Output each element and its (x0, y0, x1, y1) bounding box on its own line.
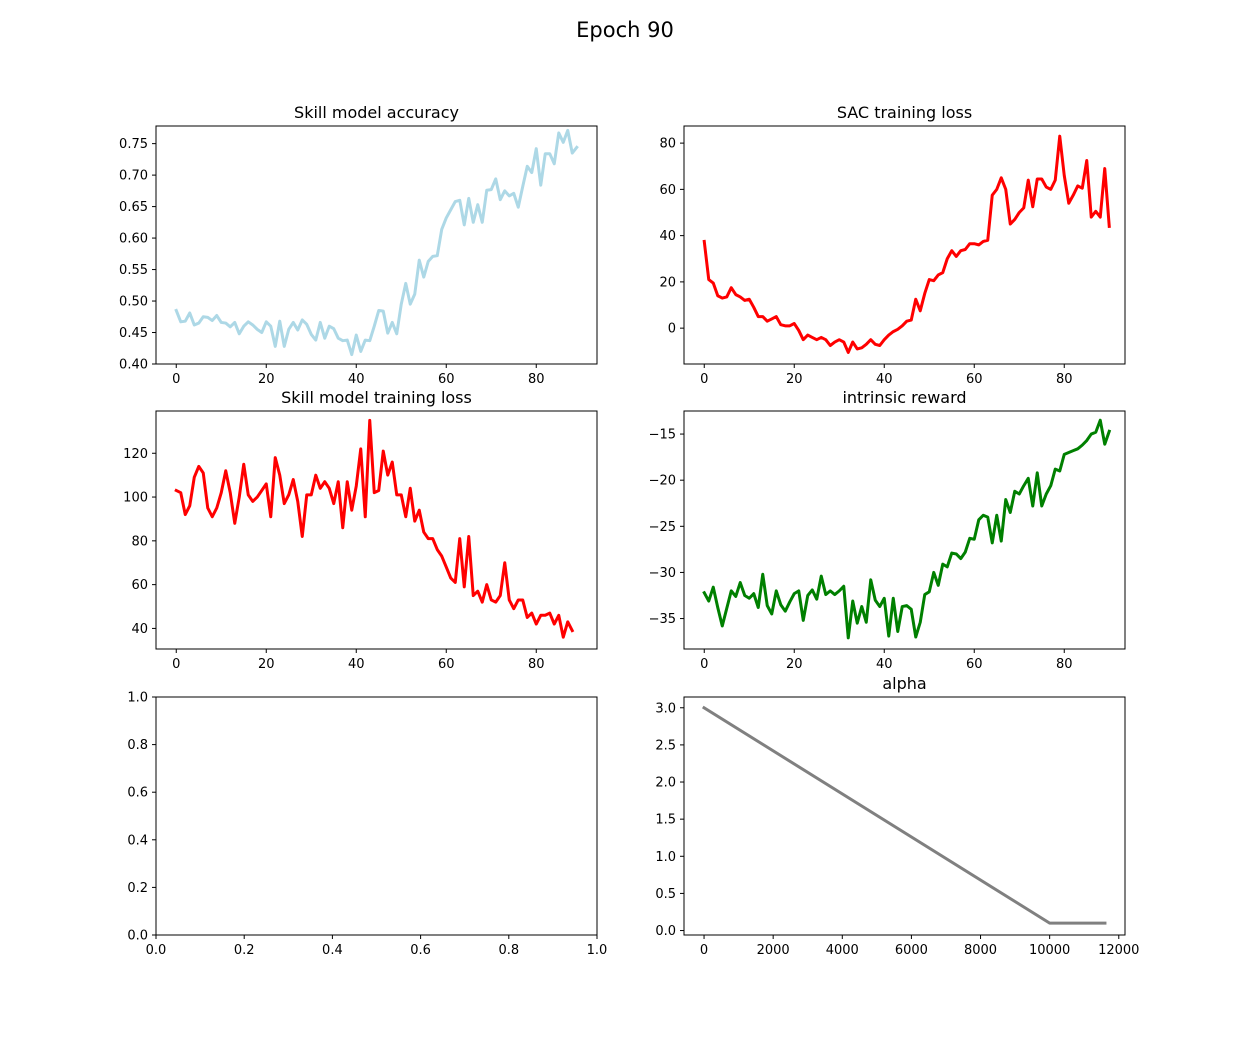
skill-accuracy-series-line (174, 128, 579, 357)
empty-x-tick-label: 0.6 (410, 943, 431, 958)
alpha-x-tick-label: 6000 (895, 943, 928, 958)
subplot-sac-loss: 0 20 40 60 80 0 20 40 60 80 SAC training loss (659, 103, 1126, 387)
intrinsic-reward-x-tick-label: 60 (966, 657, 983, 672)
intrinsic-reward-y-tick-label: −35 (649, 612, 676, 627)
skill-training-loss-y-tick-label: 80 (131, 534, 148, 549)
sac-loss-x-tick-label: 0 (700, 372, 708, 387)
alpha-title: alpha (882, 674, 926, 693)
sac-loss-x-tick-label: 80 (1056, 372, 1073, 387)
intrinsic-reward-axes-frame (683, 410, 1126, 650)
empty-y-tick-label: 0.8 (127, 738, 148, 753)
alpha-x-tick-label: 10000 (1029, 943, 1070, 958)
intrinsic-reward-x-tick-label: 80 (1056, 657, 1073, 672)
intrinsic-reward-x-tick-label: 0 (700, 657, 708, 672)
subplot-skill-training-loss: 0 20 40 60 80 40 60 80 100 120 Skill model trainin… (123, 388, 598, 672)
skill-accuracy-x-tick-label: 20 (258, 372, 275, 387)
skill-training-loss-y-tick-label: 40 (131, 622, 148, 637)
empty-y-tick-label: 0.4 (127, 833, 148, 848)
skill-training-loss-x-tick-label: 0 (172, 657, 180, 672)
empty-x-tick-label: 0.2 (234, 943, 255, 958)
skill-training-loss-axes-frame (155, 410, 598, 650)
empty-axes-frame (155, 696, 598, 936)
sac-loss-x-tick-label: 60 (966, 372, 983, 387)
intrinsic-reward-x-tick-label: 40 (876, 657, 893, 672)
alpha-axes-frame (683, 696, 1126, 936)
intrinsic-reward-series-line (702, 418, 1112, 640)
subplot-alpha: 0 2000 4000 6000 8000 10000 12000 0.0 0.5 1.0 1.5 2… (655, 674, 1139, 958)
skill-accuracy-y-tick-label: 0.70 (119, 169, 148, 184)
subplot-empty: 0.0 0.2 0.4 0.6 0.8 1.0 0.0 0.2 0.4 0.6 0.8 1.0 (127, 691, 607, 959)
intrinsic-reward-y-tick-label: −20 (649, 474, 676, 489)
alpha-x-tick-label: 0 (700, 943, 708, 958)
sac-loss-x-tick-label: 20 (786, 372, 803, 387)
skill-accuracy-x-tick-label: 80 (528, 372, 545, 387)
sac-loss-y-tick-label: 80 (659, 137, 676, 152)
alpha-x-tick-label: 12000 (1098, 943, 1139, 958)
skill-accuracy-y-tick-label: 0.75 (119, 137, 148, 152)
sac-loss-x-tick-label: 40 (876, 372, 893, 387)
skill-training-loss-x-tick-label: 80 (528, 657, 545, 672)
sac-loss-title: SAC training loss (837, 103, 972, 122)
alpha-y-tick-label: 1.0 (655, 850, 676, 865)
skill-accuracy-title: Skill model accuracy (294, 103, 459, 122)
intrinsic-reward-title: intrinsic reward (842, 388, 966, 407)
sac-loss-y-tick-label: 60 (659, 183, 676, 198)
intrinsic-reward-y-tick-label: −30 (649, 566, 676, 581)
empty-y-tick-label: 1.0 (127, 691, 148, 706)
empty-x-tick-label: 0.0 (146, 943, 167, 958)
empty-x-tick-label: 0.8 (498, 943, 519, 958)
alpha-y-tick-label: 1.5 (655, 813, 676, 828)
skill-accuracy-y-tick-label: 0.40 (119, 358, 148, 373)
alpha-y-tick-label: 0.0 (655, 924, 676, 939)
skill-training-loss-x-tick-label: 20 (258, 657, 275, 672)
sac-loss-series-line (702, 134, 1111, 354)
intrinsic-reward-x-tick-label: 20 (786, 657, 803, 672)
sac-loss-y-tick-label: 40 (659, 229, 676, 244)
skill-accuracy-y-tick-label: 0.55 (119, 263, 148, 278)
subplot-skill-accuracy: 0 20 40 60 80 0.40 0.45 0.50 0.55 0.60 0.65 0.70 0.7… (119, 103, 598, 387)
skill-accuracy-y-tick-label: 0.60 (119, 232, 148, 247)
subplots-container: 0 20 40 60 800.400.450.500.550.600.650.700.7… (119, 103, 1139, 958)
alpha-y-tick-label: 3.0 (655, 701, 676, 716)
empty-y-tick-label: 0.0 (127, 929, 148, 944)
skill-training-loss-x-tick-label: 60 (438, 657, 455, 672)
skill-accuracy-y-tick-label: 0.50 (119, 295, 148, 310)
sac-loss-y-tick-label: 20 (659, 275, 676, 290)
skill-training-loss-title: Skill model training loss (281, 388, 472, 407)
empty-x-tick-label: 0.4 (322, 943, 343, 958)
alpha-x-tick-label: 4000 (826, 943, 859, 958)
alpha-y-tick-label: 2.5 (655, 738, 676, 753)
alpha-series-line (701, 705, 1107, 925)
skill-training-loss-series-line (174, 418, 575, 639)
skill-accuracy-y-tick-label: 0.65 (119, 200, 148, 215)
intrinsic-reward-y-tick-label: −15 (649, 428, 676, 443)
alpha-x-tick-label: 8000 (964, 943, 997, 958)
empty-x-tick-label: 1.0 (587, 943, 608, 958)
sac-loss-y-tick-label: 0 (668, 322, 676, 337)
skill-accuracy-axes-frame (155, 125, 598, 365)
skill-accuracy-x-tick-label: 0 (172, 372, 180, 387)
alpha-x-tick-label: 2000 (757, 943, 790, 958)
sac-loss-axes-frame (683, 125, 1126, 365)
skill-accuracy-x-tick-label: 60 (438, 372, 455, 387)
empty-y-tick-label: 0.6 (127, 786, 148, 801)
figure-suptitle: Epoch 90 (576, 18, 674, 42)
empty-y-tick-label: 0.2 (127, 881, 148, 896)
skill-training-loss-y-tick-label: 100 (123, 491, 148, 506)
intrinsic-reward-y-tick-label: −25 (649, 520, 676, 535)
alpha-y-tick-label: 0.5 (655, 887, 676, 902)
skill-training-loss-y-tick-label: 60 (131, 578, 148, 593)
skill-accuracy-x-tick-label: 40 (348, 372, 365, 387)
alpha-y-tick-label: 2.0 (655, 776, 676, 791)
skill-training-loss-y-tick-label: 120 (123, 447, 148, 462)
skill-training-loss-x-tick-label: 40 (348, 657, 365, 672)
skill-accuracy-y-tick-label: 0.45 (119, 326, 148, 341)
subplot-intrinsic-reward: 0 20 40 60 80 −35 −30 −25 −20 −15 intrinsic reward (649, 388, 1126, 672)
